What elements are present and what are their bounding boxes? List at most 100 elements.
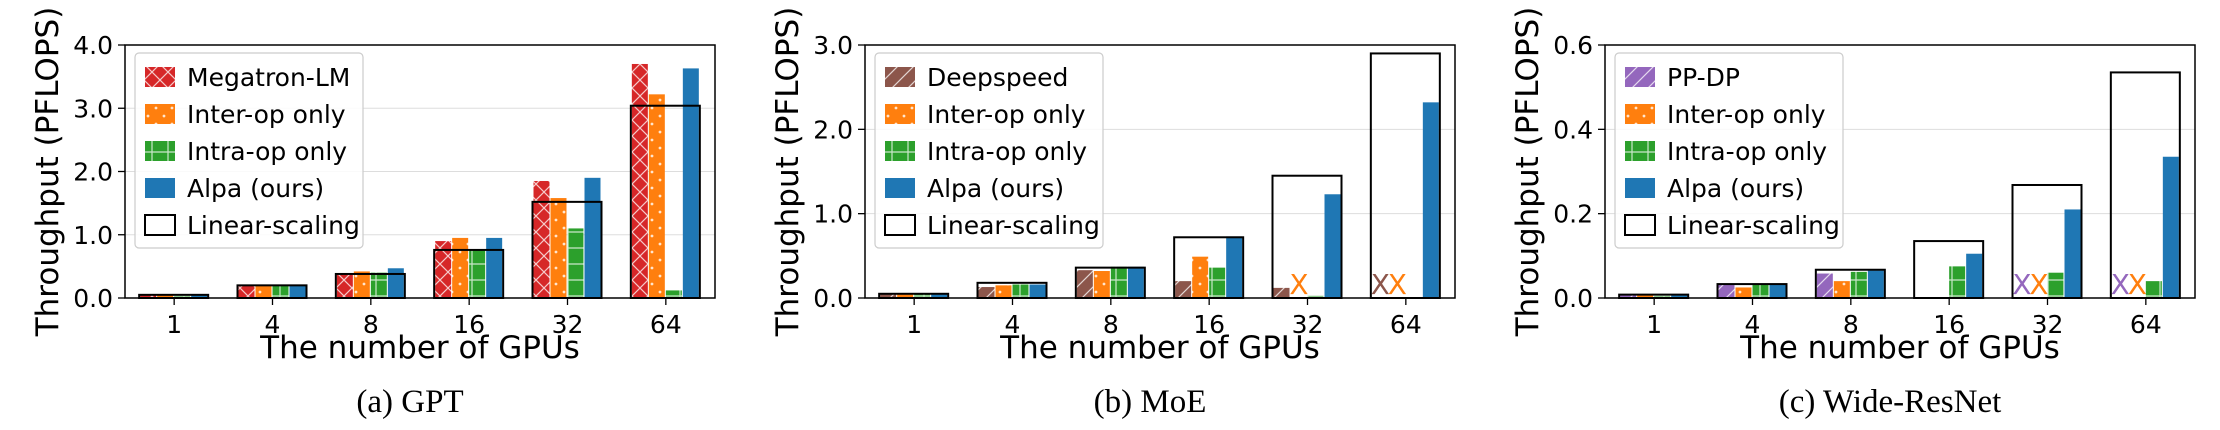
bar-alpa-ours--4 [1769,284,1786,298]
chart-caption: (c) Wide-ResNet [1779,384,2002,420]
y-axis-label: Throughput (PFLOPS) [30,7,66,338]
x-tick-label: 32 [2032,310,2064,339]
legend-swatch [885,67,915,87]
legend-entry-label: Intra-op only [927,137,1087,166]
bar-alpa-ours--4 [289,285,306,298]
chart-svg: 0.0 1.0 2.0 3.0 4.0 1 4 8 16 32 64 The number of GP… [30,7,716,420]
legend-swatch [885,104,915,124]
legend: PP-DP Inter-op only Intra-op only Alpa (our… [1614,52,1844,249]
failed-marker: X [2128,268,2147,301]
bar-inter-op-only-1 [157,294,174,298]
bar-alpa-ours--64 [1422,102,1439,298]
legend-entry-label: Inter-op only [927,100,1086,129]
y-tick-label: 2.0 [813,115,853,144]
bar-inter-op-only-1 [897,293,914,298]
bar-alpa-ours--16 [486,237,503,298]
x-tick-label: 1 [906,310,922,339]
bar-pp-dp-8 [1816,273,1833,298]
legend-entry-label: Linear-scaling [187,211,360,240]
bar-intra-op-only-8 [370,272,387,298]
chart-gpt: 0.0 1.0 2.0 3.0 4.0 1 4 8 16 32 64 The number of GP… [0,0,740,430]
plot-frame [1604,44,2196,299]
x-tick-label: 64 [1390,310,1422,339]
x-axis-label: The number of GPUs [1739,330,2060,366]
bar-intra-op-only-64 [665,290,682,298]
legend-swatch [1625,104,1655,124]
bar-intra-op-only-8 [1850,271,1867,298]
bar-deepspeed-8 [1076,270,1093,298]
bar-alpa-ours--64 [2162,156,2179,298]
bar-megatron-lm-4 [238,285,255,298]
legend-swatch [1625,141,1655,161]
legend: Megatron-LM Inter-op only Intra-op only Alp… [134,52,364,249]
x-axis-label: The number of GPUs [259,330,580,366]
bar-pp-dp-4 [1718,284,1735,298]
bar-inter-op-only-8 [1833,281,1850,298]
bar-inter-op-only-32 [550,198,567,298]
bar-alpa-ours--1 [191,294,208,298]
y-tick-label: 4.0 [73,31,113,60]
x-tick-label: 8 [363,310,379,339]
bar-intra-op-only-4 [1752,284,1769,298]
bar-intra-op-only-1 [914,293,931,298]
failed-marker: X [2012,268,2031,301]
x-axis-label: The number of GPUs [999,330,1320,366]
legend-swatch [145,141,175,161]
legend-entry-label: Alpa (ours) [1667,174,1804,203]
bar-deepspeed-4 [978,287,995,298]
x-tick-label: 16 [453,310,485,339]
bar-intra-op-only-32 [1307,295,1324,298]
x-tick-label: 64 [650,310,682,339]
bar-alpa-ours--8 [387,268,404,298]
legend-box [874,52,1104,249]
failed-marker: X [2029,268,2048,301]
legend-swatch [1625,178,1655,198]
legend-swatch [884,214,916,236]
bar-alpa-ours--32 [1324,194,1341,298]
failed-marker: X [1371,268,1390,301]
legend-box [134,52,364,249]
bar-inter-op-only-1 [1637,294,1654,298]
bar-intra-op-only-32 [2047,272,2064,298]
legend-entry-label: Alpa (ours) [187,174,324,203]
legend: Deepspeed Inter-op only Intra-op only Alpa … [874,52,1104,249]
bar-deepspeed-1 [880,293,897,298]
bar-megatron-lm-16 [435,241,452,298]
bar-intra-op-only-8 [1110,266,1127,298]
legend-entry-label: Inter-op only [1667,100,1826,129]
bar-inter-op-only-64 [648,94,665,299]
bar-megatron-lm-1 [140,294,157,298]
bar-alpa-ours--32 [2064,209,2081,298]
legend-entry-label: Linear-scaling [927,211,1100,240]
bar-megatron-lm-64 [631,63,648,298]
legend-swatch [145,178,175,198]
bar-alpa-ours--16 [1966,253,1983,298]
bar-intra-op-only-64 [2145,281,2162,298]
y-tick-label: 2.0 [73,158,113,187]
y-tick-label: 1.0 [73,221,113,250]
bar-pp-dp-1 [1620,294,1637,298]
bar-intra-op-only-1 [1654,294,1671,298]
x-tick-label: 4 [1745,310,1761,339]
bar-inter-op-only-8 [1093,271,1110,298]
legend-entry-label: Inter-op only [187,100,346,129]
bar-intra-op-only-32 [567,228,584,298]
plot-frame [864,44,1456,299]
bar-alpa-ours--8 [1867,270,1884,298]
legend-swatch [1625,67,1655,87]
y-tick-label: 1.0 [813,200,853,229]
x-tick-label: 1 [166,310,182,339]
x-tick-label: 16 [1193,310,1225,339]
bar-megatron-lm-32 [533,180,550,298]
failed-marker: X [1289,268,1308,301]
x-tick-label: 1 [1646,310,1662,339]
y-tick-label: 3.0 [73,94,113,123]
legend-entry-label: Deepspeed [927,63,1068,92]
legend-entry-label: Linear-scaling [1667,211,1840,240]
bar-inter-op-only-16 [452,237,469,298]
chart-moe: 0.0 1.0 2.0 3.0 1 4 8 16 X 32 X X 64 The number of GP… [740,0,1480,430]
bar-alpa-ours--1 [1671,294,1688,298]
y-tick-label: 0.0 [813,284,853,313]
bar-alpa-ours--4 [1029,284,1046,298]
y-tick-label: 0.0 [1553,284,1593,313]
